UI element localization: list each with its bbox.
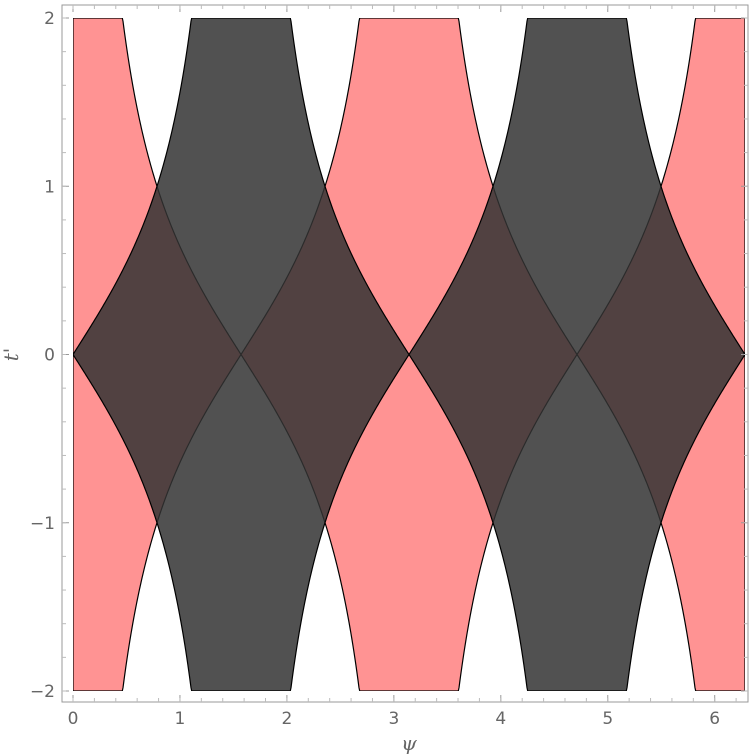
- y-axis-label: t': [0, 348, 23, 362]
- y-tick-label: 0: [44, 346, 55, 366]
- region-layer: [73, 18, 745, 691]
- y-tick-label: 1: [44, 177, 55, 197]
- plot-frame: [61, 4, 749, 703]
- region-1: [73, 18, 745, 691]
- x-tick-label: 0: [68, 709, 79, 729]
- frame-border: [61, 4, 749, 703]
- x-tick-label: 3: [388, 709, 399, 729]
- y-tick-label: −1: [30, 514, 55, 534]
- y-tick-label: 2: [44, 9, 55, 29]
- y-tick-label: −2: [30, 682, 55, 702]
- x-tick-label: 4: [495, 709, 506, 729]
- tick-layer: 0 1 2 3 4 5 6 −2 −1 0 1 2: [30, 5, 748, 729]
- x-tick-label: 6: [709, 709, 720, 729]
- x-tick-label: 1: [175, 709, 186, 729]
- x-tick-label: 2: [281, 709, 292, 729]
- x-tick-label: 5: [602, 709, 613, 729]
- x-axis-label: ψ: [401, 731, 417, 755]
